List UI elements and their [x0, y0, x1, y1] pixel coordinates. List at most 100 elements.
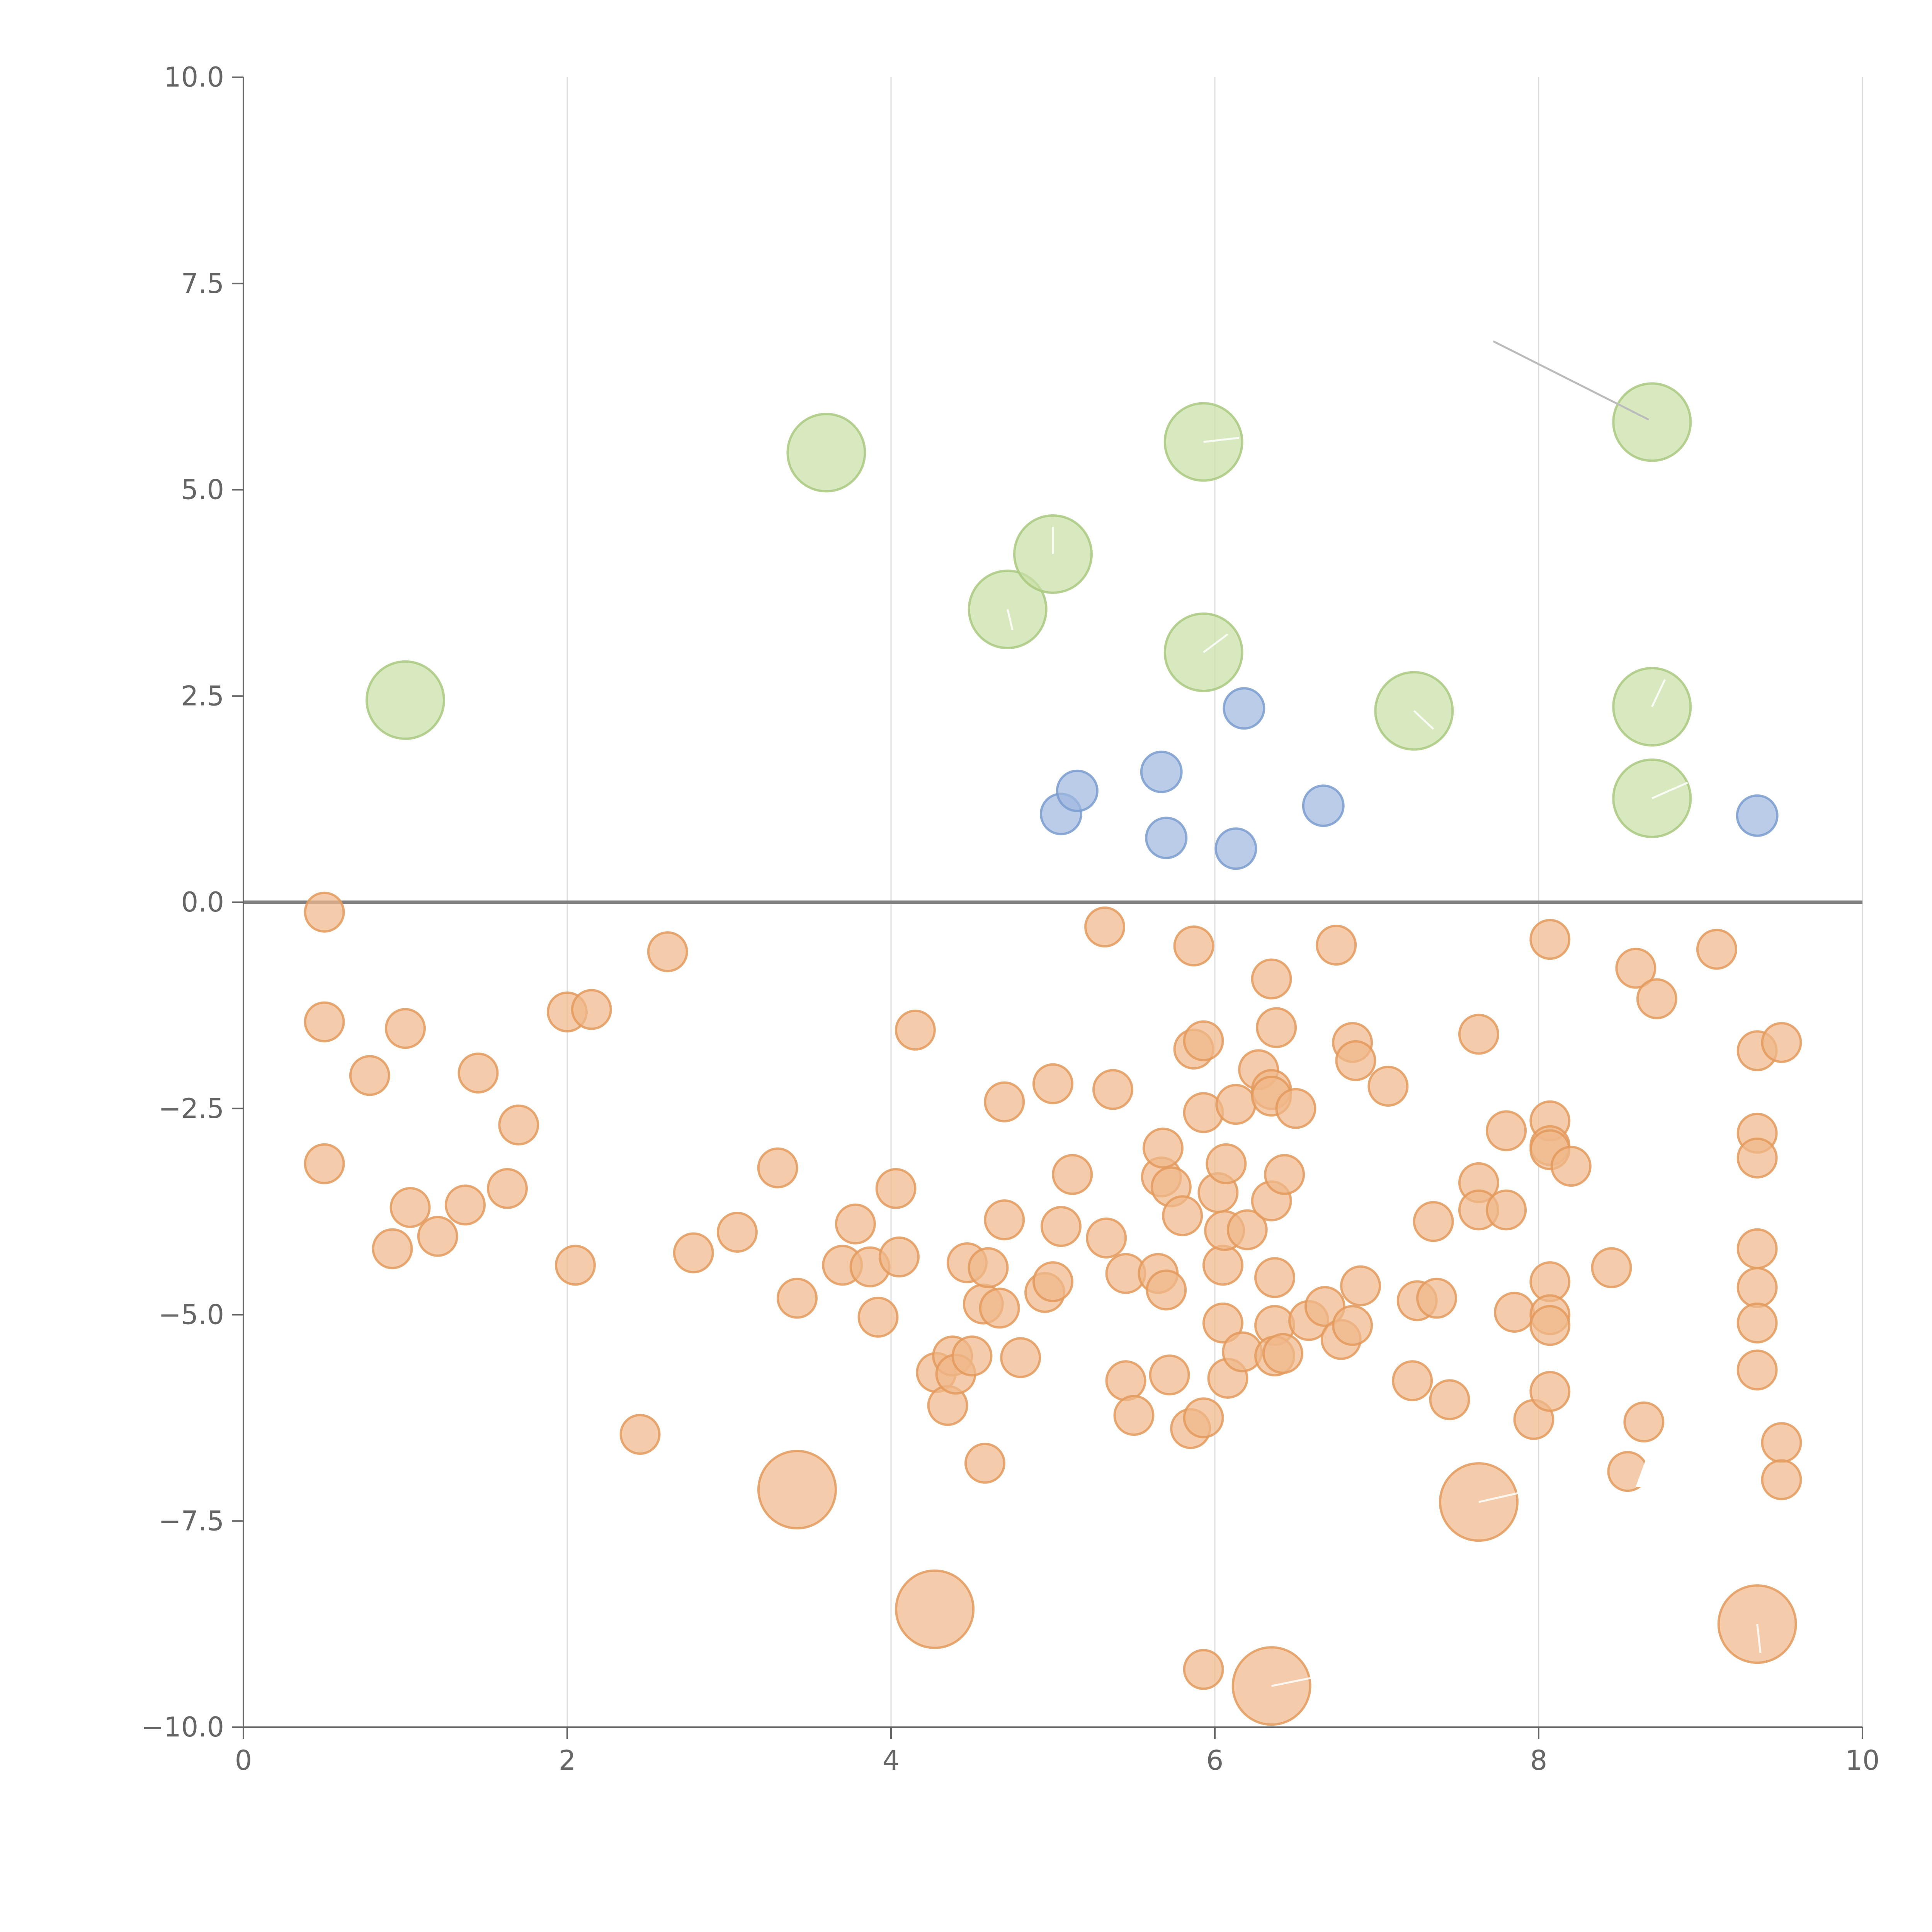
- orange-point-27: [895, 1009, 936, 1051]
- orange-point-36: [968, 1247, 1009, 1288]
- x-tick-label-0: 0: [235, 1745, 252, 1776]
- orange-point-116: [1550, 1146, 1592, 1187]
- blue-point-2: [1140, 750, 1183, 793]
- orange-point-22: [835, 1203, 876, 1245]
- orange-point-9: [457, 1052, 499, 1094]
- orange-point-35: [964, 1442, 1006, 1484]
- y-tick-label-3: −2.5: [158, 1093, 224, 1124]
- orange-point-16: [647, 931, 688, 973]
- green-point-1: [786, 413, 866, 493]
- orange-point-72: [1215, 1084, 1257, 1125]
- orange-point-120: [1623, 1401, 1665, 1443]
- x-tick-label-5: 10: [1845, 1745, 1879, 1776]
- orange-point-13: [554, 1245, 596, 1286]
- orange-point-106: [1494, 1292, 1535, 1333]
- y-tick-label-8: 10.0: [164, 61, 224, 93]
- y-tick-label-1: −7.5: [158, 1505, 224, 1537]
- orange-point-62: [1183, 1020, 1224, 1061]
- orange-point-25: [875, 1168, 917, 1209]
- orange-point-92: [1332, 1305, 1373, 1346]
- orange-point-64: [1183, 1649, 1224, 1690]
- orange-point-115: [1529, 1371, 1571, 1412]
- x-tick-label-4: 8: [1530, 1745, 1548, 1776]
- y-tick-label-2: −5.0: [158, 1299, 224, 1331]
- orange-point-55: [1146, 1269, 1187, 1311]
- y-tick-label-7: 7.5: [181, 268, 224, 299]
- callout-line-1: [1203, 437, 1240, 443]
- orange-point-67: [1202, 1302, 1243, 1344]
- blue-point-4: [1214, 827, 1257, 870]
- orange-point-19: [757, 1147, 798, 1189]
- orange-point-39: [984, 1199, 1025, 1240]
- orange-point-46: [1084, 906, 1126, 948]
- orange-point-129: [1736, 1349, 1778, 1391]
- orange-point-131: [1761, 1422, 1802, 1463]
- orange-point-58: [1162, 1195, 1203, 1236]
- orange-point-100: [1429, 1379, 1470, 1420]
- orange-point-78: [1251, 958, 1292, 1000]
- orange-point-86: [1275, 1088, 1316, 1129]
- orange-point-7: [417, 1216, 458, 1257]
- orange-point-17: [673, 1232, 714, 1274]
- orange-point-101: [1458, 1014, 1499, 1055]
- orange-point-33: [951, 1335, 993, 1377]
- orange-point-98: [1413, 1201, 1454, 1242]
- callout-line-10: [1756, 1624, 1762, 1653]
- orange-point-47: [1086, 1217, 1127, 1259]
- orange-point-105: [1486, 1189, 1527, 1231]
- orange-point-121: [1636, 978, 1677, 1019]
- orange-point-15: [619, 1414, 661, 1455]
- callout-line-3: [1007, 609, 1014, 631]
- blue-point-3: [1145, 816, 1188, 859]
- orange-point-3: [349, 1055, 390, 1096]
- orange-point-125: [1736, 1137, 1778, 1179]
- y-tick-label-5: 2.5: [181, 680, 224, 712]
- orange-point-49: [1105, 1360, 1146, 1401]
- orange-point-18: [716, 1212, 758, 1253]
- y-tick-label-0: −10.0: [141, 1711, 224, 1743]
- orange-large-point-0: [757, 1450, 837, 1530]
- orange-point-132: [1761, 1459, 1802, 1500]
- orange-point-122: [1696, 929, 1737, 970]
- orange-point-94: [1340, 1265, 1381, 1306]
- orange-point-114: [1529, 1305, 1571, 1346]
- orange-point-38: [984, 1081, 1025, 1122]
- orange-point-11: [498, 1104, 539, 1146]
- callout-lines: [1007, 340, 1762, 1687]
- orange-point-56: [1149, 1354, 1190, 1396]
- annotations: A: [1635, 1447, 1668, 1497]
- orange-point-108: [1529, 919, 1571, 960]
- orange-point-42: [1032, 1261, 1073, 1303]
- orange-point-0: [304, 891, 345, 933]
- orange-point-6: [389, 1187, 431, 1228]
- blue-point-6: [1302, 784, 1345, 827]
- orange-point-1: [304, 1001, 345, 1043]
- orange-point-61: [1173, 925, 1214, 967]
- orange-point-84: [1262, 1333, 1303, 1374]
- orange-point-127: [1736, 1267, 1778, 1308]
- callout-line-6: [1651, 679, 1666, 707]
- blue-point-5: [1223, 687, 1265, 730]
- blue-point-1: [1056, 769, 1099, 812]
- orange-point-8: [445, 1184, 486, 1226]
- x-tick-label-1: 2: [559, 1745, 576, 1776]
- y-tick-label-6: 5.0: [181, 474, 224, 506]
- x-tick-label-2: 4: [883, 1745, 900, 1776]
- orange-point-37: [979, 1287, 1020, 1329]
- orange-point-24: [857, 1296, 899, 1338]
- orange-point-10: [486, 1168, 528, 1209]
- orange-point-68: [1202, 1245, 1243, 1286]
- orange-point-126: [1736, 1228, 1778, 1269]
- callout-line-9: [1271, 1677, 1312, 1687]
- callout-line-7: [1651, 782, 1688, 799]
- orange-point-48: [1092, 1069, 1134, 1110]
- axes: −10.0 −7.5 −5.0 −2.5 0.0 2.5 5.0 7.5 10.0 0 2 4 6 8 10: [141, 61, 1879, 1776]
- data-points: [304, 382, 1802, 1726]
- orange-point-128: [1736, 1302, 1778, 1344]
- orange-point-4: [372, 1228, 413, 1269]
- orange-point-51: [1113, 1395, 1155, 1436]
- orange-point-93: [1335, 1040, 1376, 1081]
- orange-point-119: [1615, 947, 1656, 989]
- orange-point-89: [1316, 925, 1357, 966]
